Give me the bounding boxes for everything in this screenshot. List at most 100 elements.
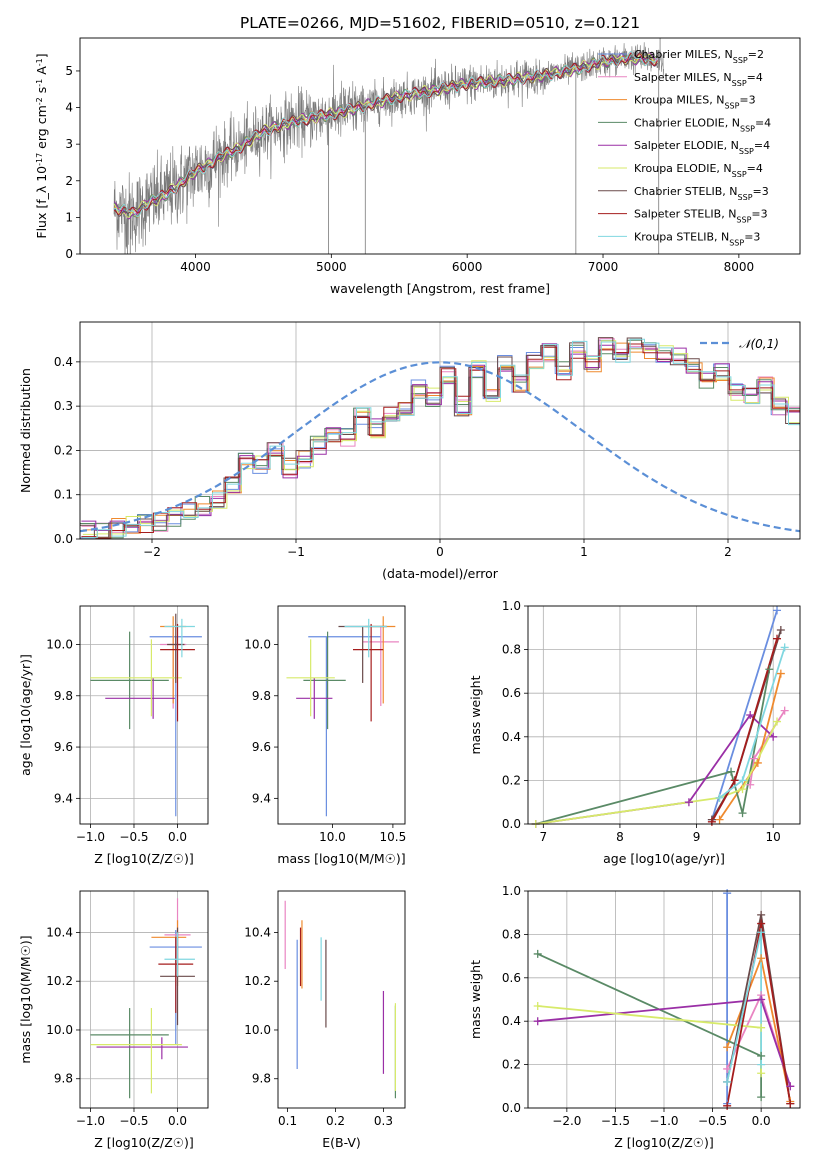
axes-frame: [79, 890, 209, 1109]
label-part: Z [log10(Z/Z☉)]: [94, 1135, 194, 1150]
panel-spectrum: 4000 5000 6000 7000 8000 0 1 2 3 4 5 wavelength [An…: [34, 37, 801, 296]
label-part: Chabrier MILES, N: [634, 48, 733, 61]
x-tick-label: 7: [540, 830, 548, 844]
weight-marker: [757, 928, 766, 937]
y-tick-label: 10.2: [244, 974, 271, 988]
histogram-step: [80, 339, 800, 539]
gridlines: [80, 322, 800, 540]
x-tick-label: 7000: [588, 260, 619, 274]
label-part: mass [log10(M/M☉)]: [277, 851, 405, 866]
y-tick-label: 0.8: [502, 927, 521, 941]
weight-marker: [757, 954, 766, 963]
weight-marker: [780, 706, 789, 715]
plot-area: [535, 610, 786, 824]
label-part: Z [log10(Z/Z☉)]: [614, 1135, 714, 1150]
legend-label: Kroupa ELODIE, NSSP=4: [634, 162, 763, 179]
y-tick-label: 10.0: [244, 1023, 271, 1037]
weight-marker: [780, 643, 789, 652]
x-tick-label: 0.0: [168, 830, 187, 844]
weight-marker: [723, 1043, 732, 1052]
x-tick-label: 8000: [724, 260, 755, 274]
x-axis-label: Z [log10(Z/Z☉)]: [94, 1135, 194, 1150]
weight-marker: [684, 798, 693, 807]
plot-area: [284, 900, 397, 1099]
x-tick-label: 0.3: [374, 1114, 393, 1128]
y-axis-label: Normed distribution: [18, 368, 33, 493]
weight-marker: [773, 634, 782, 643]
weight-marker: [715, 815, 724, 824]
label-part: Kroupa STELIB, N: [634, 230, 729, 243]
y-tick-label: 9.6: [252, 740, 271, 754]
label-part: -1: [35, 58, 44, 66]
label-part: Kroupa ELODIE, N: [634, 162, 732, 175]
legend-label: 𝒩(0,1): [739, 337, 779, 351]
legend-label: Salpeter STELIB, NSSP=3: [634, 208, 768, 225]
histogram-step: [80, 339, 800, 539]
weight-marker: [757, 1051, 766, 1060]
weight-marker: [715, 793, 724, 802]
y-axis-label: mass [log10(M/M☉)]: [18, 935, 33, 1063]
label-part: Chabrier STELIB, N: [634, 185, 738, 198]
weight-marker: [757, 1093, 766, 1102]
y-tick-label: 10.4: [46, 925, 73, 939]
label-part: -1: [35, 79, 44, 87]
y-tick-label: 0.3: [54, 399, 73, 413]
x-tick-label: 10.0: [319, 830, 346, 844]
label-part: (data-model)/error: [382, 566, 499, 581]
y-tick-label: 10.2: [46, 974, 73, 988]
y-tick-label: 9.8: [54, 1072, 73, 1086]
y-tick-label: 0.4: [502, 1014, 521, 1028]
weight-marker: [727, 767, 736, 776]
label-part: erg cm: [34, 105, 49, 153]
y-tick-label: 5: [65, 64, 73, 78]
axes-frame: [527, 605, 801, 825]
label-part: =3: [753, 185, 769, 198]
weight-marker: [786, 1099, 795, 1108]
weight-marker: [738, 809, 747, 818]
label-part: Salpeter ELODIE, N: [634, 139, 739, 152]
label-part: =4: [755, 116, 771, 129]
axes-frame: [79, 321, 801, 540]
label-part: s: [34, 87, 49, 98]
label-part: Salpeter STELIB, N: [634, 208, 736, 221]
y-tick-label: 0.6: [502, 686, 521, 700]
panel-mass-vs-EBV: 0.1 0.2 0.3 9.8 10.0 10.2 10.4 E(B-V): [244, 890, 406, 1150]
axes-frame: [277, 890, 406, 1109]
weight-marker: [776, 669, 785, 678]
label-part: mass [log10(M/M☉)]: [18, 935, 33, 1063]
label-part: Salpeter MILES, N: [634, 71, 732, 84]
weight-line: [726, 955, 792, 1102]
label-part: SSP: [732, 78, 747, 87]
x-tick-label: 5000: [316, 260, 347, 274]
y-tick-label: 10.4: [244, 925, 271, 939]
label-part: =3: [751, 208, 767, 221]
y-tick-label: 0.2: [502, 773, 521, 787]
histogram-step: [81, 343, 800, 539]
weight-marker: [707, 817, 716, 826]
label-part: SSP: [732, 170, 747, 179]
y-axis-label: age [log10(age/yr)]: [18, 654, 33, 776]
plot-area: [286, 616, 399, 817]
weight-marker: [746, 780, 755, 789]
y-axis-label: mass weight: [468, 960, 483, 1039]
legend-label: Chabrier MILES, NSSP=2: [634, 48, 764, 65]
panel-mass-vs-Z: −1.0 −0.5 0.0 9.8 10.0 10.2 10.4 Z [log10(Z/Z☉)…: [18, 890, 209, 1150]
y-tick-label: 10.0: [244, 637, 271, 651]
y-tick-label: 9.8: [252, 689, 271, 703]
weight-marker: [757, 995, 766, 1004]
weight-marker: [765, 665, 774, 674]
y-tick-label: 1: [65, 210, 73, 224]
weight-marker: [757, 1023, 766, 1032]
weight-marker: [769, 732, 778, 741]
x-tick-label: 9: [693, 830, 701, 844]
y-tick-label: 9.4: [252, 791, 271, 805]
y-tick-label: 0.0: [502, 817, 521, 831]
weight-marker: [730, 776, 739, 785]
label-part: age [log10(age/yr)]: [18, 654, 33, 776]
label-part: -2: [35, 97, 44, 105]
label-part: SSP: [739, 147, 754, 156]
figure-title: PLATE=0266, MJD=51602, FIBERID=0510, z=0…: [240, 14, 640, 32]
x-tick-label: −1: [287, 545, 305, 559]
